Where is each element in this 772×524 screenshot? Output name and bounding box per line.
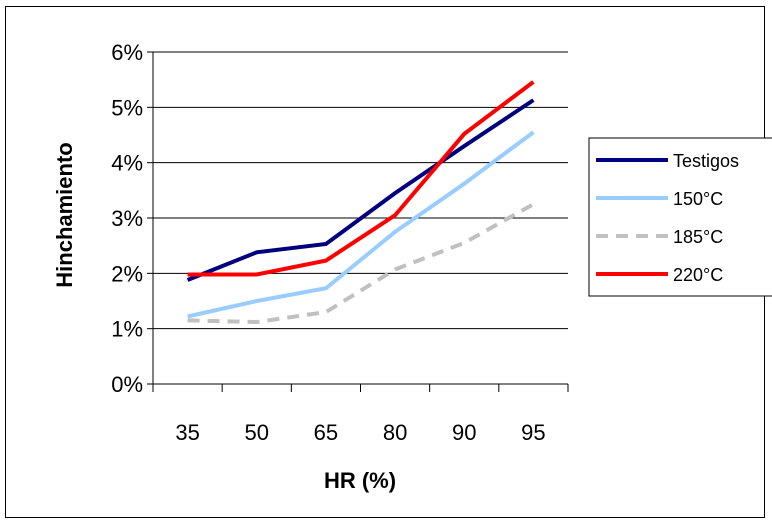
x-tick-label: 65 [314,420,338,445]
y-tick-labels: 0% 1% 2% 3% 4% 5% 6% [111,40,153,397]
series-line-185°C [187,202,535,325]
series-line-150°C [187,130,535,319]
gridlines [153,51,568,330]
legend-label: Testigos [673,151,739,171]
y-tick-label: 2% [111,261,143,286]
y-tick-label: 5% [111,95,143,120]
y-tick-label: 3% [111,206,143,231]
legend-label: 220°C [673,265,723,285]
series-line-220°C [187,80,535,277]
x-tick-label: 90 [452,420,476,445]
x-tick-labels: 35 50 65 80 90 95 [152,384,569,445]
series-lines [186,80,535,325]
x-axis-title: HR (%) [324,468,396,493]
legend: Testigos 150°C 185°C 220°C [588,137,772,297]
y-tick-label: 1% [111,317,143,342]
x-tick-label: 50 [245,420,269,445]
series-line-Testigos [186,98,535,282]
x-tick-label: 95 [521,420,545,445]
y-tick-label: 0% [111,372,143,397]
legend-box [588,137,772,297]
legend-label: 150°C [673,189,723,209]
x-tick-label: 35 [175,420,199,445]
x-tick-label: 80 [383,420,407,445]
legend-label: 185°C [673,227,723,247]
y-axis-title: Hinchamiento [52,142,77,287]
y-tick-label: 6% [111,40,143,65]
y-tick-label: 4% [111,151,143,176]
